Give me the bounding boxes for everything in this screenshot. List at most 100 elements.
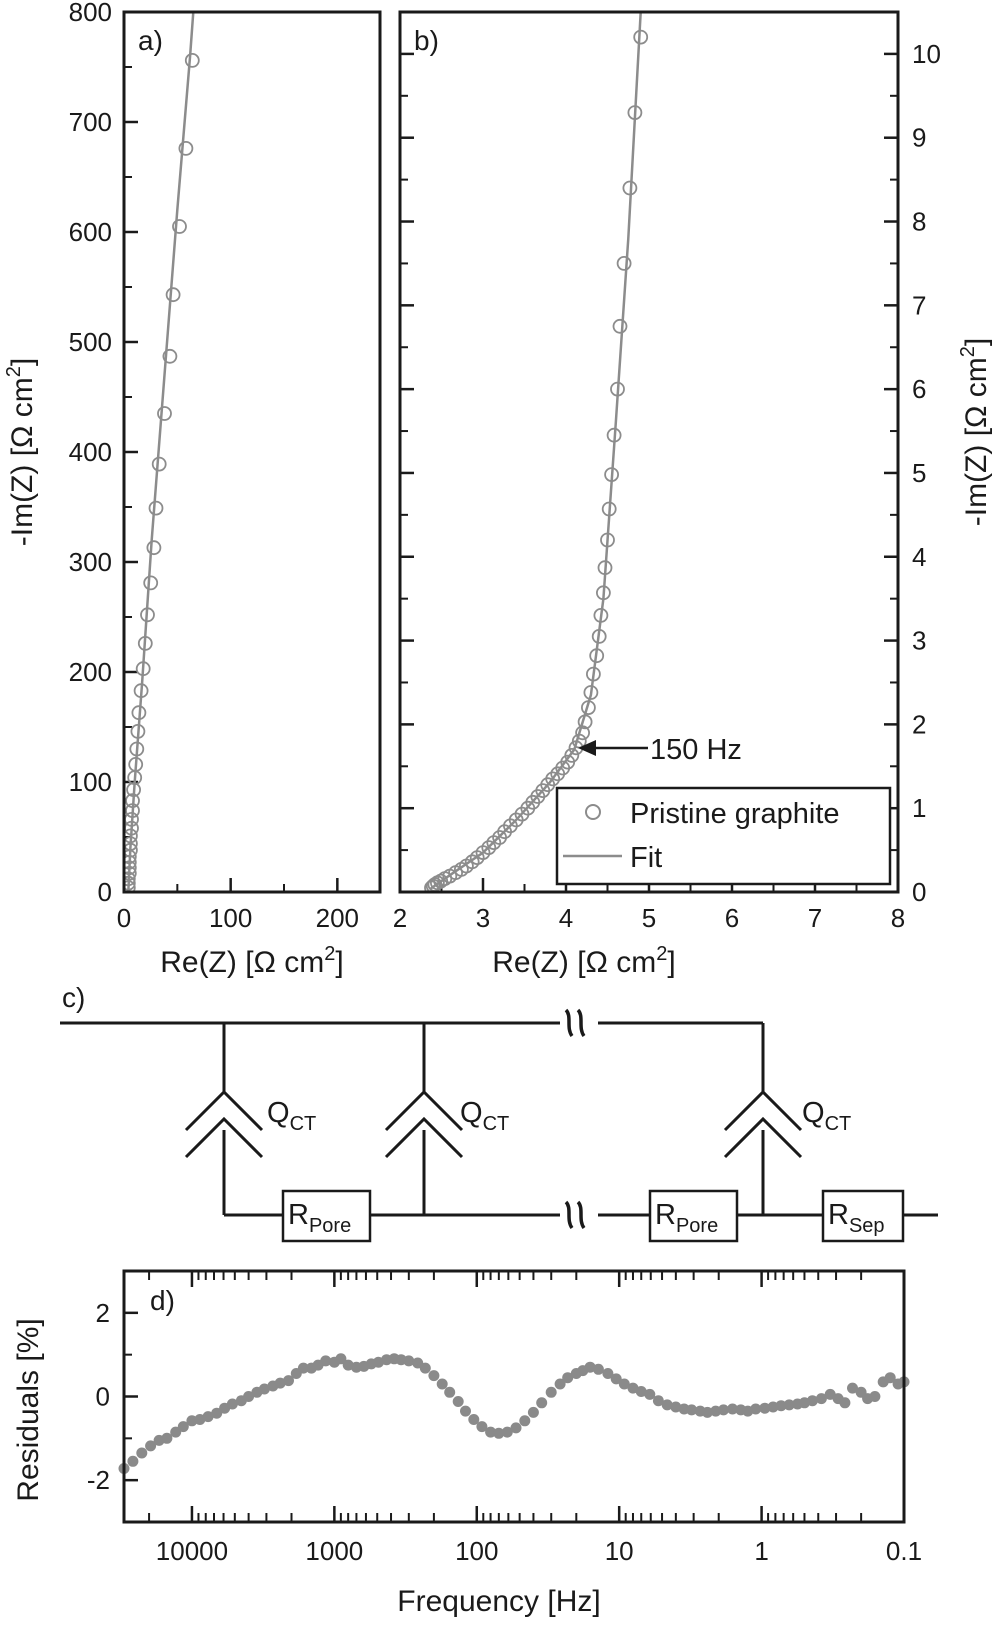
legend-box bbox=[555, 786, 892, 886]
panel-b-ytick-label: 10 bbox=[912, 39, 941, 69]
panel-d-residual-point bbox=[444, 1386, 456, 1398]
panel-a-data-point bbox=[124, 865, 137, 881]
panel-a-data-point bbox=[131, 705, 147, 721]
panel-a-data-point bbox=[124, 875, 136, 891]
panel-d-residual-point bbox=[686, 1404, 698, 1416]
panel-b-series bbox=[424, 12, 649, 892]
panel-a-data-point bbox=[146, 540, 162, 556]
panel-b-data-point bbox=[606, 427, 622, 443]
panel-a-ticks: 0 100 200 0 100 200 300 400 500 600 700 800 bbox=[69, 0, 359, 933]
panel-b-xlabel: Re(Z) [Ω cm2] bbox=[492, 943, 676, 979]
panel-a-xtick-label: 0 bbox=[117, 903, 131, 933]
panel-b-xtick-label: 6 bbox=[725, 903, 739, 933]
panel-b-data-point bbox=[591, 629, 607, 644]
panel-a-data-point bbox=[172, 219, 187, 234]
panel-a-data-point bbox=[140, 607, 155, 623]
panel-d-residual-point bbox=[839, 1397, 851, 1409]
panel-b-ytick-label: 8 bbox=[912, 207, 926, 237]
panel-b-data-point bbox=[469, 850, 485, 865]
panel-d-residual-point bbox=[177, 1421, 189, 1433]
panel-d-residual-point bbox=[783, 1399, 795, 1411]
panel-d-residual-point bbox=[610, 1373, 622, 1385]
panel-d-residual-point bbox=[592, 1363, 604, 1375]
panel-d-residual-point bbox=[274, 1377, 286, 1389]
panel-a-xlabel: Re(Z) [Ω cm2] bbox=[160, 943, 344, 979]
panel-d-ytick-label: 2 bbox=[96, 1298, 110, 1328]
panel-a-data-point bbox=[124, 828, 138, 844]
panel-a-data-point bbox=[148, 500, 164, 516]
panel-d-residual-point bbox=[170, 1426, 182, 1438]
panel-b-frame bbox=[398, 10, 900, 894]
panel-d-series bbox=[118, 1353, 910, 1474]
panel-b-data-point bbox=[596, 585, 611, 601]
legend-marker-icon bbox=[585, 804, 601, 820]
panel-b-data-point bbox=[583, 685, 599, 700]
panel-d-residual-point bbox=[202, 1411, 214, 1423]
panel-a-data-point bbox=[125, 793, 140, 809]
panel-a: 0 100 200 0 100 200 300 400 500 600 700 800 a) Re(Z… bbox=[3, 0, 382, 979]
panel-d-residual-point bbox=[403, 1355, 415, 1367]
panel-d-residual-point bbox=[727, 1403, 738, 1415]
panel-d-residual-point bbox=[618, 1378, 630, 1390]
panel-d-residual-point bbox=[243, 1391, 255, 1402]
panel-a-ytick-label: 600 bbox=[69, 217, 112, 247]
resistor-sep bbox=[821, 1189, 905, 1243]
panel-b-data-point bbox=[610, 381, 625, 397]
panel-d-frame bbox=[122, 1269, 906, 1524]
panel-d-residual-point bbox=[527, 1406, 539, 1418]
q-ct-1-label: QCT bbox=[267, 1097, 316, 1135]
resistor-pore-1 bbox=[281, 1189, 372, 1243]
panel-a-ytick-label: 400 bbox=[69, 437, 112, 467]
panel-a-data-point bbox=[162, 348, 178, 364]
panel-a-data-point bbox=[124, 880, 136, 892]
circuit-break-top bbox=[564, 1008, 586, 1038]
panel-d-ylabel: Residuals [%] bbox=[12, 1318, 45, 1501]
panel-b-xtick-label: 2 bbox=[393, 903, 407, 933]
panel-a-ytick-label: 700 bbox=[69, 107, 112, 137]
panel-d-residual-point bbox=[775, 1400, 787, 1412]
panel-d-residual-point bbox=[419, 1362, 431, 1374]
panel-a-ytick-label: 300 bbox=[69, 547, 112, 577]
resistor-pore-2 bbox=[648, 1189, 739, 1243]
panel-b-data-point bbox=[577, 714, 593, 730]
panel-d-residual-point bbox=[468, 1414, 480, 1425]
panel-d-residual-point bbox=[145, 1440, 157, 1452]
panel-a-data-point bbox=[124, 849, 137, 865]
panel-b-ytick-label: 7 bbox=[912, 290, 926, 320]
panel-a-ylabel: -Im(Z) [Ω cm2] bbox=[3, 358, 39, 547]
panel-d-residual-point bbox=[562, 1372, 574, 1384]
panel-b-ytick-label: 2 bbox=[912, 709, 926, 739]
panel-a-data-point bbox=[129, 741, 145, 757]
panel-b-data-point bbox=[593, 608, 609, 623]
panel-a-ytick-label: 500 bbox=[69, 327, 112, 357]
panel-a-data-point bbox=[178, 140, 194, 156]
panel-b-xtick-label: 7 bbox=[808, 903, 822, 933]
legend-entry-fit: Fit bbox=[630, 842, 662, 874]
panel-b-data-point bbox=[581, 700, 596, 715]
panel-a-data-point bbox=[125, 803, 140, 818]
panel-b-data-point bbox=[616, 255, 632, 271]
panel-b-ylabel: -Im(Z) [Ω cm2] bbox=[957, 338, 993, 527]
panel-a-ytick-label: 800 bbox=[69, 0, 112, 27]
panel-a-data-point bbox=[165, 287, 181, 303]
panel-d-residual-point bbox=[635, 1386, 647, 1397]
panel-a-data-point bbox=[124, 871, 136, 887]
panel-d-xtick-label: 1000 bbox=[305, 1536, 363, 1566]
panel-b-label: b) bbox=[414, 25, 439, 56]
panel-b-data-point bbox=[550, 766, 566, 782]
panel-b-data-point bbox=[627, 105, 643, 120]
panel-d-residual-point bbox=[806, 1395, 818, 1407]
panel-d-residual-point bbox=[519, 1415, 531, 1427]
panel-d-xtick-label: 1 bbox=[754, 1536, 768, 1566]
panel-d-ytick-label: 0 bbox=[96, 1382, 110, 1412]
q-ct-2-label: QCT bbox=[460, 1097, 509, 1135]
panel-d-residual-point bbox=[501, 1426, 513, 1438]
panel-d-residual-point bbox=[644, 1388, 656, 1400]
panel-d-residual-point bbox=[297, 1362, 309, 1374]
panel-b-fit-line bbox=[429, 12, 642, 890]
panel-b-xtick-label: 3 bbox=[476, 903, 490, 933]
panel-d-residual-point bbox=[428, 1370, 440, 1382]
panel-d-residual-point bbox=[554, 1378, 566, 1390]
panel-d-xtick-label: 100 bbox=[455, 1536, 498, 1566]
